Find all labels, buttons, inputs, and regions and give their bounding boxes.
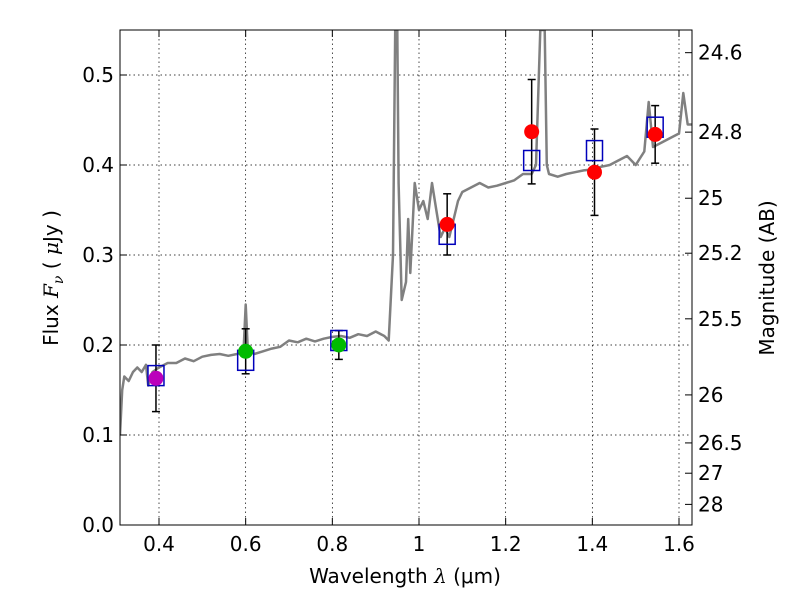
- y-tick-label: 0.0: [82, 513, 114, 537]
- mag-tick-label: 27: [698, 461, 723, 485]
- x-tick-label: 0.8: [316, 532, 348, 556]
- axis-tick-labels: 0.4 0.6 0.8 1 1.2 1.4 1.6 0.0 0.1 0.2 0.3 0.4 0.5 24.…: [82, 41, 742, 556]
- x-tick-label: 0.4: [143, 532, 175, 556]
- mag-tick-label: 24.6: [698, 41, 743, 65]
- mag-tick-label: 25.5: [698, 307, 743, 331]
- plot-frame: [119, 29, 693, 526]
- x-tick-label: 0.6: [230, 532, 262, 556]
- observed-point: [439, 216, 455, 232]
- x-tick-label: 1.6: [663, 532, 695, 556]
- y-tick-label: 0.2: [82, 333, 114, 357]
- observed-point: [148, 370, 164, 386]
- observed-point: [524, 124, 540, 140]
- spectrum-series: [120, 30, 692, 436]
- x-axis-label: Wavelength λ (μm): [309, 564, 501, 588]
- observed-points: [148, 124, 663, 386]
- x-tick-label: 1: [413, 532, 426, 556]
- mag-tick-label: 25: [698, 186, 723, 210]
- mag-tick-label: 24.8: [698, 120, 743, 144]
- y-tick-label: 0.1: [82, 423, 114, 447]
- y-axis-label: Flux Fν ( μJy ): [39, 210, 67, 346]
- model-box: [522, 149, 541, 172]
- model-box: [585, 139, 604, 162]
- mag-tick-label: 26.5: [698, 431, 743, 455]
- y-tick-label: 0.4: [82, 153, 114, 177]
- mag-tick-label: 25.2: [698, 241, 743, 265]
- y-tick-label: 0.5: [82, 63, 114, 87]
- x-tick-label: 1.2: [490, 532, 522, 556]
- mag-tick-label: 26: [698, 383, 723, 407]
- y2-axis-label: Magnitude (AB): [755, 200, 779, 355]
- spectrum-line: [120, 30, 692, 436]
- observed-point: [238, 343, 254, 359]
- observed-point: [587, 164, 602, 180]
- mag-tick-label: 28: [698, 492, 723, 516]
- axis-ticks: [120, 30, 692, 526]
- x-tick-label: 1.4: [576, 532, 608, 556]
- observed-point: [647, 126, 663, 142]
- observed-point: [331, 337, 347, 353]
- y-tick-label: 0.3: [82, 243, 114, 267]
